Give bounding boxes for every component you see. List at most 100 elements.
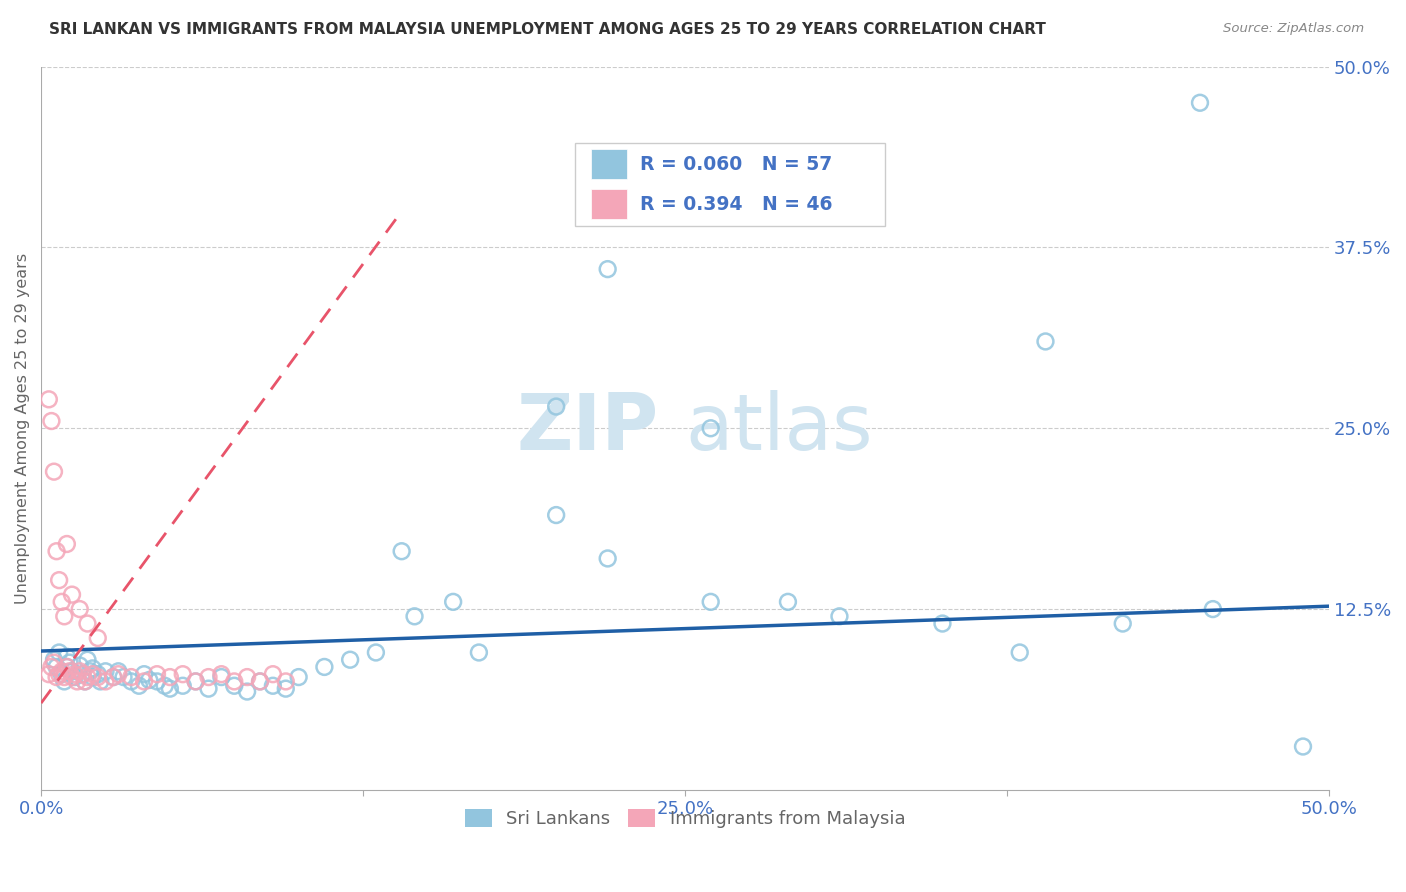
Point [94,674,117,689]
Text: ZIP: ZIP [517,391,659,467]
Point [249,674,271,689]
Point [76,670,98,684]
Point [48,573,70,587]
Point [112,670,135,684]
Text: atlas: atlas [685,391,873,467]
Point [172,679,194,693]
Point [45,544,67,558]
Point [468,645,491,659]
Point [1008,645,1031,659]
Point [87,631,110,645]
Text: R = 0.394   N = 46: R = 0.394 N = 46 [640,194,832,213]
Point [82,661,104,675]
Point [596,551,619,566]
Point [66,674,89,689]
Point [699,595,721,609]
Point [87,670,110,684]
Point [69,665,91,679]
Point [41,660,63,674]
Point [262,667,284,681]
Point [107,665,129,679]
Point [73,674,96,689]
Point [76,616,98,631]
Point [63,667,86,681]
Point [134,667,156,681]
Point [262,679,284,693]
Point [776,595,799,609]
Point [60,665,83,679]
Point [596,262,619,277]
Point [48,667,70,681]
Point [209,667,232,681]
Point [42,653,65,667]
Point [60,588,83,602]
Point [103,670,125,684]
Point [146,674,169,689]
Point [1112,616,1135,631]
Point [287,670,309,684]
Point [53,674,76,689]
Point [76,653,98,667]
Point [1202,602,1225,616]
Point [364,645,387,659]
Point [89,674,111,689]
Point [48,645,70,659]
Point [197,681,219,696]
Point [138,673,160,687]
Point [58,665,80,679]
Point [1035,334,1057,349]
Point [120,670,142,684]
Point [53,609,76,624]
Point [931,616,953,631]
Point [184,674,207,689]
Point [197,670,219,684]
Point [546,508,568,522]
Point [42,465,65,479]
Point [146,667,169,681]
Point [1292,739,1315,754]
Point [339,653,361,667]
Point [45,660,67,674]
Point [51,595,73,609]
Point [159,681,181,696]
Point [159,670,181,684]
Point [82,670,104,684]
Point [404,609,426,624]
Point [56,649,79,664]
Point [274,681,297,696]
Point [94,665,117,679]
Point [107,667,129,681]
Text: SRI LANKAN VS IMMIGRANTS FROM MALAYSIA UNEMPLOYMENT AMONG AGES 25 TO 29 YEARS CO: SRI LANKAN VS IMMIGRANTS FROM MALAYSIA U… [49,22,1046,37]
Point [224,679,246,693]
Point [42,656,65,670]
Point [56,660,79,674]
Point [79,665,101,679]
Point [51,665,73,679]
Point [184,674,207,689]
Point [1188,95,1211,110]
Point [236,670,259,684]
Y-axis label: Unemployment Among Ages 25 to 29 years: Unemployment Among Ages 25 to 29 years [15,252,30,604]
Point [87,667,110,681]
Point [69,602,91,616]
Point [72,667,94,681]
Point [38,667,60,681]
Point [314,660,336,674]
Point [274,674,297,689]
Point [391,544,413,558]
Point [69,658,91,673]
Point [38,392,60,407]
Point [56,660,79,674]
Point [224,674,246,689]
Point [51,667,73,681]
Point [73,674,96,689]
Point [45,670,67,684]
Point [699,421,721,435]
Point [72,667,94,681]
Point [41,414,63,428]
Point [134,674,156,689]
FancyBboxPatch shape [591,189,627,219]
Point [56,537,79,551]
Point [441,595,464,609]
Point [82,667,104,681]
